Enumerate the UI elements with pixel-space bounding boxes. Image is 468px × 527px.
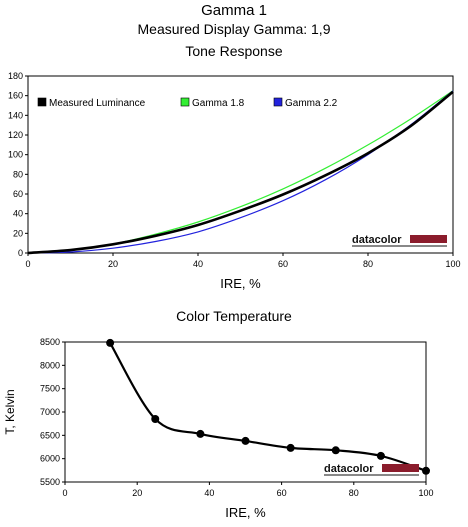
tone-y-tick-label: 120 <box>8 130 23 140</box>
tone-legend-label: Measured Luminance <box>49 98 146 109</box>
ctemp-x-tick-label: 40 <box>204 488 214 498</box>
ctemp-data-point <box>376 451 385 460</box>
tone-series-line <box>27 90 454 255</box>
tone-series-line <box>27 90 454 254</box>
tone-x-tick-label: 80 <box>363 259 373 269</box>
ctemp-data-point <box>196 429 205 438</box>
ctemp-watermark-text: datacolor <box>324 463 374 475</box>
ctemp-y-tick-label: 6500 <box>40 430 60 440</box>
tone-y-tick-label: 0 <box>18 248 23 258</box>
tone-legend-label: Gamma 1.8 <box>192 98 245 109</box>
ctemp-x-tick-label: 80 <box>349 488 359 498</box>
ctemp-x-axis-label: IRE, % <box>225 505 266 520</box>
tone-x-tick-label: 20 <box>108 259 118 269</box>
tone-watermark-text: datacolor <box>352 234 402 246</box>
color-temperature-title: Color Temperature <box>176 308 292 324</box>
ctemp-y-tick-label: 7500 <box>40 384 60 394</box>
ctemp-x-tick-label: 0 <box>62 488 67 498</box>
ctemp-series-line <box>109 342 427 472</box>
ctemp-y-tick-label: 7000 <box>40 407 60 417</box>
tone-legend-swatch <box>180 97 190 107</box>
ctemp-chart: 0 20 40 60 80 100 5500 6000 6500 7000 7500 8000 8500… <box>3 337 434 520</box>
tone-y-tick-label: 100 <box>8 150 23 160</box>
tone-y-tick-label: 40 <box>13 209 23 219</box>
tone-response-title: Tone Response <box>185 43 283 59</box>
ctemp-x-tick-label: 20 <box>132 488 142 498</box>
ctemp-y-tick-label: 8000 <box>40 360 60 370</box>
tone-y-tick-label: 160 <box>8 91 23 101</box>
tone-legend-swatch <box>273 97 283 107</box>
tone-watermark-bar <box>410 235 447 243</box>
tone-y-tick-label: 80 <box>13 169 23 179</box>
tone-plot-frame <box>27 75 454 254</box>
ctemp-data-point <box>331 446 340 455</box>
tone-chart: 0 20 40 60 80 100 0 20 40 60 80 100 120 140 160 180 IRE,… <box>8 71 461 291</box>
ctemp-data-point <box>106 338 115 347</box>
ctemp-x-tick-label: 100 <box>418 488 433 498</box>
ctemp-x-tick-label: 60 <box>277 488 287 498</box>
ctemp-y-tick-label: 8500 <box>40 337 60 347</box>
tone-x-tick-label: 0 <box>25 259 30 269</box>
tone-y-tick-label: 60 <box>13 189 23 199</box>
tone-x-tick-label: 100 <box>445 259 460 269</box>
ctemp-data-point <box>286 443 295 452</box>
tone-y-tick-label: 180 <box>8 71 23 81</box>
page-subtitle: Measured Display Gamma: 1,9 <box>137 21 331 37</box>
tone-y-tick-label: 140 <box>8 110 23 120</box>
tone-y-tick-label: 20 <box>13 228 23 238</box>
ctemp-y-tick-label: 5500 <box>40 477 60 487</box>
tone-series-line <box>27 90 454 254</box>
tone-legend-label: Gamma 2.2 <box>285 98 338 109</box>
tone-x-tick-label: 60 <box>278 259 288 269</box>
ctemp-y-axis-label: T, Kelvin <box>3 389 17 434</box>
ctemp-watermark-bar <box>382 464 419 472</box>
ctemp-plot-frame <box>64 341 427 483</box>
tone-legend-swatch <box>37 97 47 107</box>
ctemp-data-point <box>241 436 250 445</box>
tone-x-axis-label: IRE, % <box>220 276 261 291</box>
tone-x-tick-label: 40 <box>193 259 203 269</box>
ctemp-data-point <box>422 466 430 475</box>
page-title: Gamma 1 <box>201 2 267 19</box>
ctemp-y-tick-label: 6000 <box>40 454 60 464</box>
ctemp-data-point <box>151 415 160 423</box>
